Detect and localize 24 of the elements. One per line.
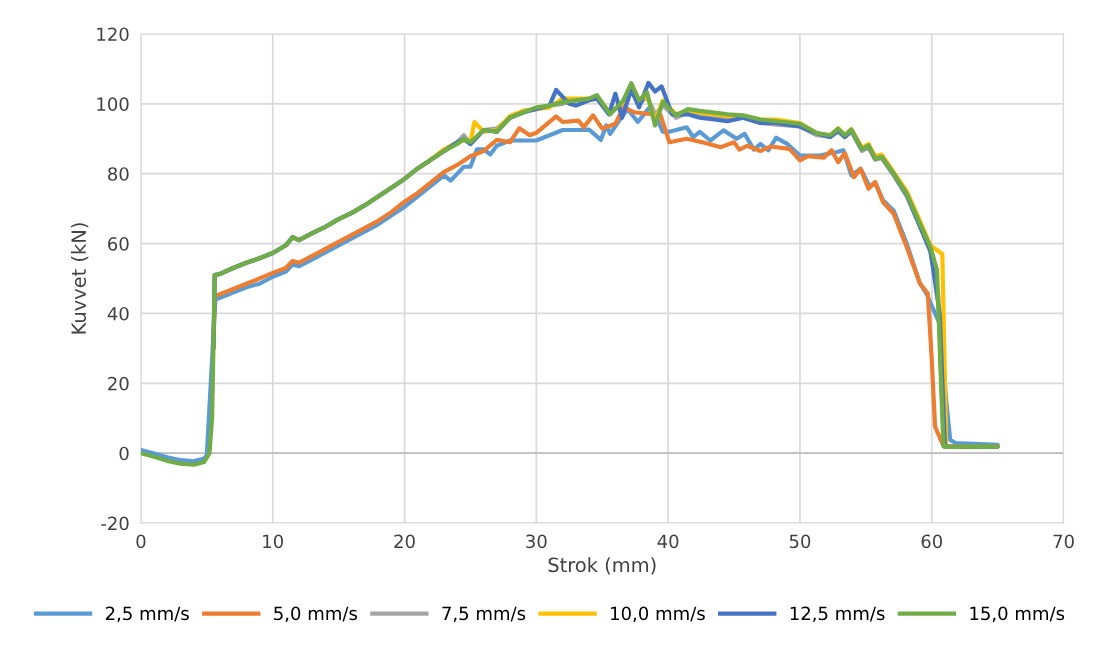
x-tick-label: 40 <box>657 534 679 549</box>
y-tick-label: 20 <box>108 376 129 391</box>
legend-label: 5,0 mm/s <box>274 606 357 623</box>
y-tick-label: 0 <box>119 446 129 461</box>
legend-label: 15,0 mm/s <box>970 606 1065 623</box>
x-tick-label: 30 <box>526 534 547 549</box>
y-tick-label: 60 <box>108 237 129 251</box>
y-tick-label: -20 <box>101 516 129 531</box>
x-axis-title: Strok (mm) <box>548 557 656 575</box>
x-tick-label: 10 <box>263 534 284 549</box>
x-tick-label: 50 <box>789 534 811 549</box>
x-tick-label: 60 <box>921 534 943 549</box>
legend-label: 2,5 mm/s <box>105 606 189 623</box>
x-tick-label: 20 <box>394 534 415 549</box>
y-tick-label: 80 <box>108 167 129 181</box>
legend-label: 7,5 mm/s <box>442 606 526 623</box>
y-axis-title: Kuvvet (kN) <box>70 223 89 334</box>
y-tick-label: 100 <box>97 97 129 111</box>
y-tick-label: 120 <box>97 27 129 42</box>
x-tick-label: 70 <box>1053 534 1074 549</box>
x-tick-label: 0 <box>136 534 146 549</box>
legend-label: 10,0 mm/s <box>611 606 705 623</box>
legend-label: 12,5 mm/s <box>790 606 885 623</box>
y-tick-label: 40 <box>107 306 129 321</box>
